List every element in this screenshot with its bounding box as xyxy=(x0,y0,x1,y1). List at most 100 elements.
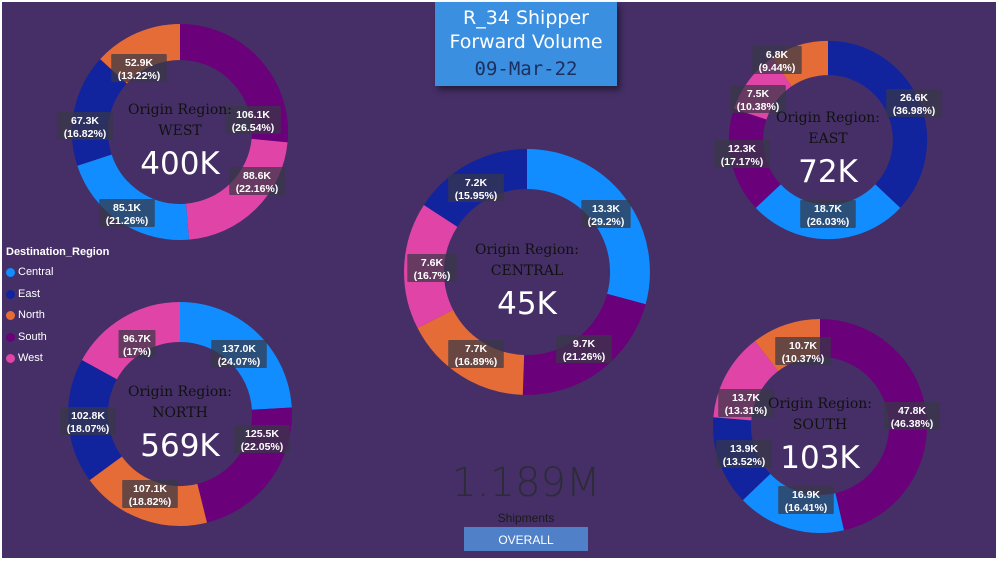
data-label-percent: (9.44%) xyxy=(759,62,796,74)
legend-item-north[interactable]: North xyxy=(6,305,109,327)
donut-slice-west-west[interactable] xyxy=(185,138,288,240)
data-label-percent: (17.17%) xyxy=(721,156,764,168)
data-label: 85.1K(21.26%) xyxy=(99,199,155,227)
data-label-value: 13.7K xyxy=(732,392,760,404)
data-label: 88.6K(22.16%) xyxy=(229,167,285,195)
origin-region-total: 569K xyxy=(140,428,220,464)
data-label-percent: (10.37%) xyxy=(782,353,825,365)
origin-region-name: WEST xyxy=(158,123,202,139)
data-label: 18.7K(26.03%) xyxy=(800,200,856,228)
data-label-value: 7.2K xyxy=(465,177,488,189)
data-label: 137.0K(24.07%) xyxy=(211,340,267,368)
legend-label-east: East xyxy=(18,287,41,300)
donut-slice-central-central[interactable] xyxy=(526,149,650,305)
data-label: 125.5K(22.05%) xyxy=(234,425,290,453)
data-label: 16.9K(16.41%) xyxy=(778,486,834,514)
data-label: 107.1K(18.82%) xyxy=(122,480,178,508)
data-label: 96.7K(17%) xyxy=(118,330,156,358)
data-label-value: 7.6K xyxy=(421,257,444,269)
data-label: 7.5K(10.38%) xyxy=(730,85,786,113)
data-label-percent: (16.41%) xyxy=(785,502,828,514)
data-label-percent: (17%) xyxy=(123,346,151,358)
data-label-value: 18.7K xyxy=(814,203,842,215)
origin-region-total: 400K xyxy=(140,146,220,182)
legend-item-east[interactable]: East xyxy=(6,284,109,306)
overall-button[interactable]: OVERALL xyxy=(464,527,588,551)
data-label-percent: (46.38%) xyxy=(891,418,934,430)
legend-label-central: Central xyxy=(18,266,54,278)
data-label: 47.8K(46.38%) xyxy=(884,402,940,430)
data-label: 13.3K(29.2%) xyxy=(581,200,631,228)
origin-region-name: CENTRAL xyxy=(491,263,563,279)
legend-label-south: South xyxy=(18,330,47,343)
legend-swatch-east xyxy=(6,289,15,299)
data-label-value: 13.3K xyxy=(592,203,620,215)
legend-swatch-central xyxy=(6,268,15,278)
data-label-value: 125.5K xyxy=(245,428,279,440)
data-label: 6.8K(9.44%) xyxy=(752,46,802,74)
report-date: 09-Mar-22 xyxy=(474,58,578,80)
data-label-value: 102.8K xyxy=(71,410,105,422)
report-title-line2: Forward Volume xyxy=(449,31,603,53)
data-label-percent: (13.22%) xyxy=(118,70,161,82)
origin-region-total: 45K xyxy=(497,286,557,322)
data-label-percent: (29.2%) xyxy=(588,216,625,228)
data-label-percent: (16.82%) xyxy=(64,128,107,140)
origin-region-label: Origin Region: xyxy=(475,242,579,258)
data-label: 12.3K(17.17%) xyxy=(714,140,770,168)
data-label-value: 13.9K xyxy=(730,443,758,455)
data-label: 13.9K(13.52%) xyxy=(716,440,772,468)
donut-west: 106.1K(26.54%) 88.6K(22.16%) 85.1K(21.26%)… xyxy=(57,23,289,241)
data-label: 7.6K(16.7%) xyxy=(407,254,457,282)
data-label: 7.7K(16.89%) xyxy=(448,340,504,368)
origin-region-name: EAST xyxy=(808,131,848,147)
data-label-percent: (26.03%) xyxy=(807,216,850,228)
legend-swatch-south xyxy=(6,332,15,342)
data-label: 7.2K(15.95%) xyxy=(448,174,504,202)
data-label-value: 26.6K xyxy=(900,92,928,104)
data-label-percent: (22.16%) xyxy=(236,183,279,195)
data-label-percent: (24.07%) xyxy=(218,356,261,368)
data-label-value: 6.8K xyxy=(766,49,789,61)
data-label-value: 16.9K xyxy=(792,489,820,501)
data-label-value: 47.8K xyxy=(898,405,926,417)
data-label-value: 10.7K xyxy=(789,340,817,352)
legend: Destination_Region Central East North So… xyxy=(6,246,109,370)
origin-region-label: Origin Region: xyxy=(768,396,872,412)
data-label-value: 88.6K xyxy=(243,170,271,182)
data-label-percent: (18.82%) xyxy=(129,496,172,508)
data-label-value: 12.3K xyxy=(728,143,756,155)
data-label-percent: (26.54%) xyxy=(232,122,275,134)
data-label-value: 67.3K xyxy=(71,115,99,127)
data-label-value: 7.5K xyxy=(747,88,770,100)
donut-south: 47.8K(46.38%)16.9K(16.41%)13.9K(13.52%)1… xyxy=(713,319,940,533)
total-shipments-value: 1.189M xyxy=(451,460,601,506)
data-label: 52.9K(13.22%) xyxy=(111,54,167,82)
data-label: 10.7K(10.37%) xyxy=(775,337,831,365)
data-label-percent: (16.7%) xyxy=(414,270,451,282)
data-label-value: 7.7K xyxy=(465,343,488,355)
donut-east: 26.6K(36.98%) 18.7K(26.03%) 12.3K(17.17%) 7… xyxy=(714,40,942,240)
origin-region-name: SOUTH xyxy=(793,417,847,433)
origin-region-label: Origin Region: xyxy=(128,102,232,118)
origin-region-label: Origin Region: xyxy=(776,110,880,126)
legend-label-north: North xyxy=(18,309,45,321)
donut-central: 13.3K(29.2%) 9.7K(21.26%) 7.7K(16.89%) 7.6K… xyxy=(404,149,650,395)
data-label-percent: (21.26%) xyxy=(106,215,149,227)
data-label: 67.3K(16.82%) xyxy=(57,112,113,140)
legend-item-central[interactable]: Central xyxy=(6,262,109,284)
data-label: 26.6K(36.98%) xyxy=(886,89,942,117)
data-label: 102.8K(18.07%) xyxy=(60,407,116,435)
data-label-percent: (21.26%) xyxy=(563,351,606,363)
data-label-percent: (15.95%) xyxy=(455,190,498,202)
data-label-value: 9.7K xyxy=(573,338,596,350)
data-label-value: 107.1K xyxy=(133,483,167,495)
report-title-card: R_34 Shipper Forward Volume 09-Mar-22 xyxy=(435,2,617,86)
legend-label-west: West xyxy=(18,352,43,364)
legend-item-south[interactable]: South xyxy=(6,327,109,349)
data-label-value: 52.9K xyxy=(125,57,153,69)
donut-slice-north-south[interactable] xyxy=(196,407,292,523)
legend-item-west[interactable]: West xyxy=(6,348,109,370)
data-label-percent: (22.05%) xyxy=(241,441,284,453)
